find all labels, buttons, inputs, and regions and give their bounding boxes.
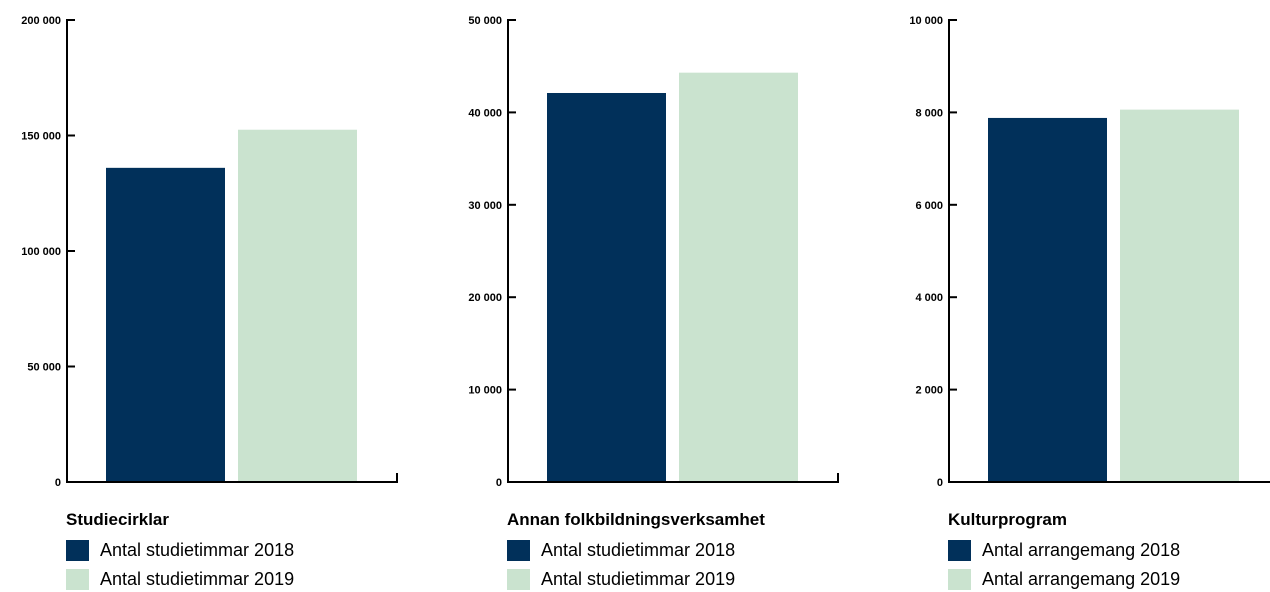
legend-swatch-2018 (948, 540, 971, 561)
y-tick-label: 0 (937, 477, 943, 489)
y-tick-label: 8 000 (915, 107, 943, 119)
legend-item-2019: Antal studietimmar 2019 (66, 569, 294, 590)
legend-label: Antal studietimmar 2019 (100, 569, 295, 589)
y-tick-label: 50 000 (468, 15, 502, 27)
legend-swatch-2018 (66, 540, 89, 561)
legend-item-2018: Antal arrangemang 2018 (948, 540, 1180, 561)
y-tick-label: 200 000 (21, 15, 61, 27)
legend-swatch-2019 (66, 569, 89, 590)
bar-chart-kulturprogram: 0 2 000 4 000 6 000 8 000 10 000 (909, 15, 1270, 489)
chart-panel-studiecirklar: 0 50 000 100 000 150 000 200 000 Studiecirkl… (0, 0, 420, 592)
legend-item-2019: Antal arrangemang 2019 (948, 569, 1180, 590)
legend-label: Antal studietimmar 2018 (100, 540, 295, 560)
y-tick-label: 4 000 (915, 292, 943, 304)
y-tick-label: 6 000 (915, 200, 943, 212)
legend-label: Antal arrangemang 2019 (982, 569, 1181, 589)
chart-panel-kulturprogram: 0 2 000 4 000 6 000 8 000 10 000 Kulturprogra… (882, 0, 1270, 592)
y-tick-label: 50 000 (27, 362, 61, 374)
y-tick-label: 10 000 (909, 15, 943, 27)
legend-label: Antal arrangemang 2018 (982, 540, 1181, 560)
bar-2019 (238, 129, 357, 482)
y-tick-label: 20 000 (468, 292, 502, 304)
y-tick-label: 2 000 (915, 385, 943, 397)
chart-panel-annan-folkbildningsverksamhet: 0 10 000 20 000 30 000 40 000 50 000 Annan fo… (441, 0, 861, 592)
bar-2019 (679, 72, 798, 482)
chart-title: Studiecirklar (66, 510, 169, 529)
legend-item-2019: Antal studietimmar 2019 (507, 569, 735, 590)
legend-label: Antal studietimmar 2018 (541, 540, 736, 560)
bar-2018 (988, 117, 1107, 482)
legend-swatch-2019 (507, 569, 530, 590)
y-tick-label: 100 000 (21, 246, 61, 258)
y-tick-label: 10 000 (468, 385, 502, 397)
legend-swatch-2019 (948, 569, 971, 590)
bar-2018 (106, 167, 225, 482)
legend-label: Antal studietimmar 2019 (541, 569, 736, 589)
y-tick-label: 0 (496, 477, 502, 489)
chart-title: Kulturprogram (948, 510, 1067, 529)
y-tick-label: 30 000 (468, 200, 502, 212)
y-tick-label: 0 (55, 477, 61, 489)
bar-2018 (547, 92, 666, 482)
bar-chart-studiecirklar: 0 50 000 100 000 150 000 200 000 (21, 15, 398, 489)
legend-item-2018: Antal studietimmar 2018 (66, 540, 294, 561)
legend-swatch-2018 (507, 540, 530, 561)
y-tick-label: 150 000 (21, 131, 61, 143)
bar-2019 (1120, 109, 1239, 483)
legend-item-2018: Antal studietimmar 2018 (507, 540, 735, 561)
bar-chart-annan-folkbildningsverksamhet: 0 10 000 20 000 30 000 40 000 50 000 (468, 15, 839, 489)
y-tick-label: 40 000 (468, 107, 502, 119)
chart-title: Annan folkbildningsverksamhet (507, 510, 765, 529)
